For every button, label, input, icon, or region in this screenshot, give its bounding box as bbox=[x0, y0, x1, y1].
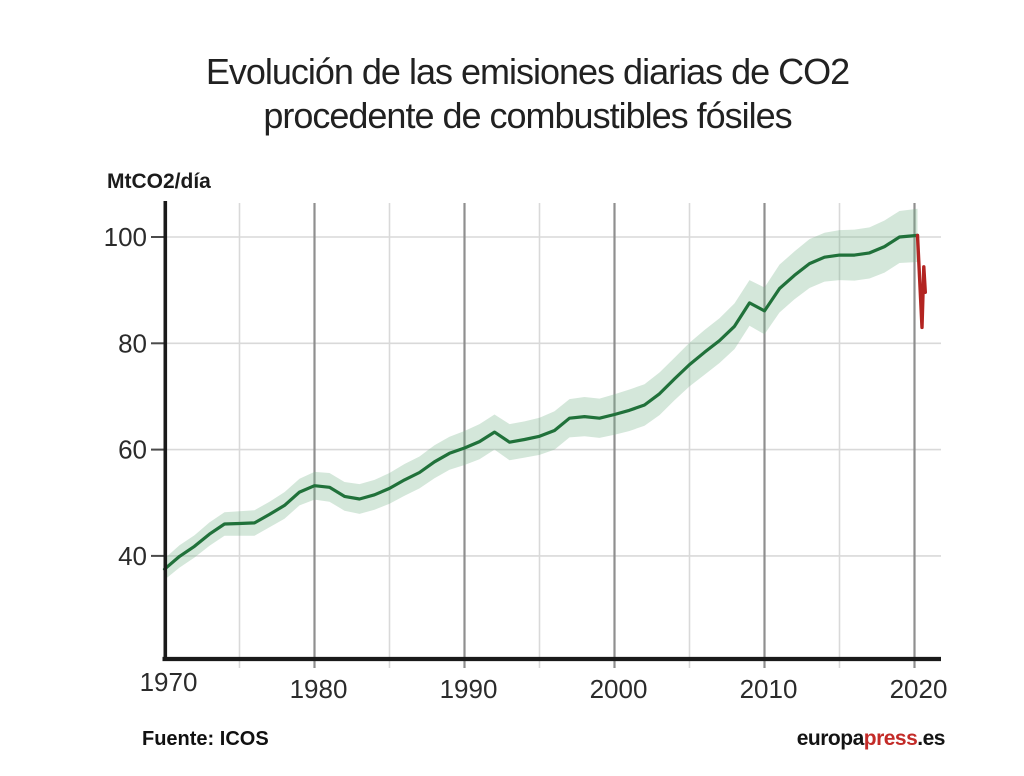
europapress-logo: europapress.es bbox=[796, 727, 946, 751]
page-title-line1: Evolución de las emisiones diarias de CO… bbox=[205, 51, 850, 92]
brand-part-europa: europa bbox=[796, 727, 865, 750]
source-credit: Fuente: ICOS bbox=[142, 728, 269, 750]
y-tick-label: 60 bbox=[118, 435, 147, 465]
x-tick-label: 1980 bbox=[290, 674, 348, 704]
brand-part-press: press bbox=[863, 727, 918, 750]
x-tick-label: 2000 bbox=[590, 674, 648, 704]
page-title: Evolución de las emisiones diarias de CO… bbox=[30, 50, 1024, 138]
y-tick-label: 40 bbox=[118, 541, 147, 571]
brand-part-es: .es bbox=[917, 727, 945, 750]
y-tick-label: 80 bbox=[118, 328, 147, 358]
x-tick-label: 1970 bbox=[140, 667, 198, 697]
y-axis-unit-label: MtCO2/día bbox=[107, 170, 211, 193]
axes bbox=[162, 201, 941, 662]
y-tick-label: 100 bbox=[104, 222, 147, 252]
x-tick-labels: 1970 1980 1990 2000 2010 2020 bbox=[140, 667, 948, 704]
confidence-band bbox=[164, 208, 918, 580]
covid-drop-line bbox=[915, 233, 927, 330]
x-tick-label: 2010 bbox=[740, 674, 798, 704]
major-vertical-gridlines bbox=[313, 203, 916, 668]
minor-vertical-gridlines bbox=[238, 203, 841, 668]
y-tick-labels: 40 60 80 100 bbox=[104, 222, 164, 571]
x-tick-label: 2020 bbox=[890, 674, 948, 704]
x-tick-label: 1990 bbox=[440, 674, 498, 704]
page-title-line2: procedente de combustibles fósiles bbox=[263, 95, 792, 136]
horizontal-gridlines bbox=[164, 236, 941, 557]
emissions-line bbox=[162, 233, 920, 571]
